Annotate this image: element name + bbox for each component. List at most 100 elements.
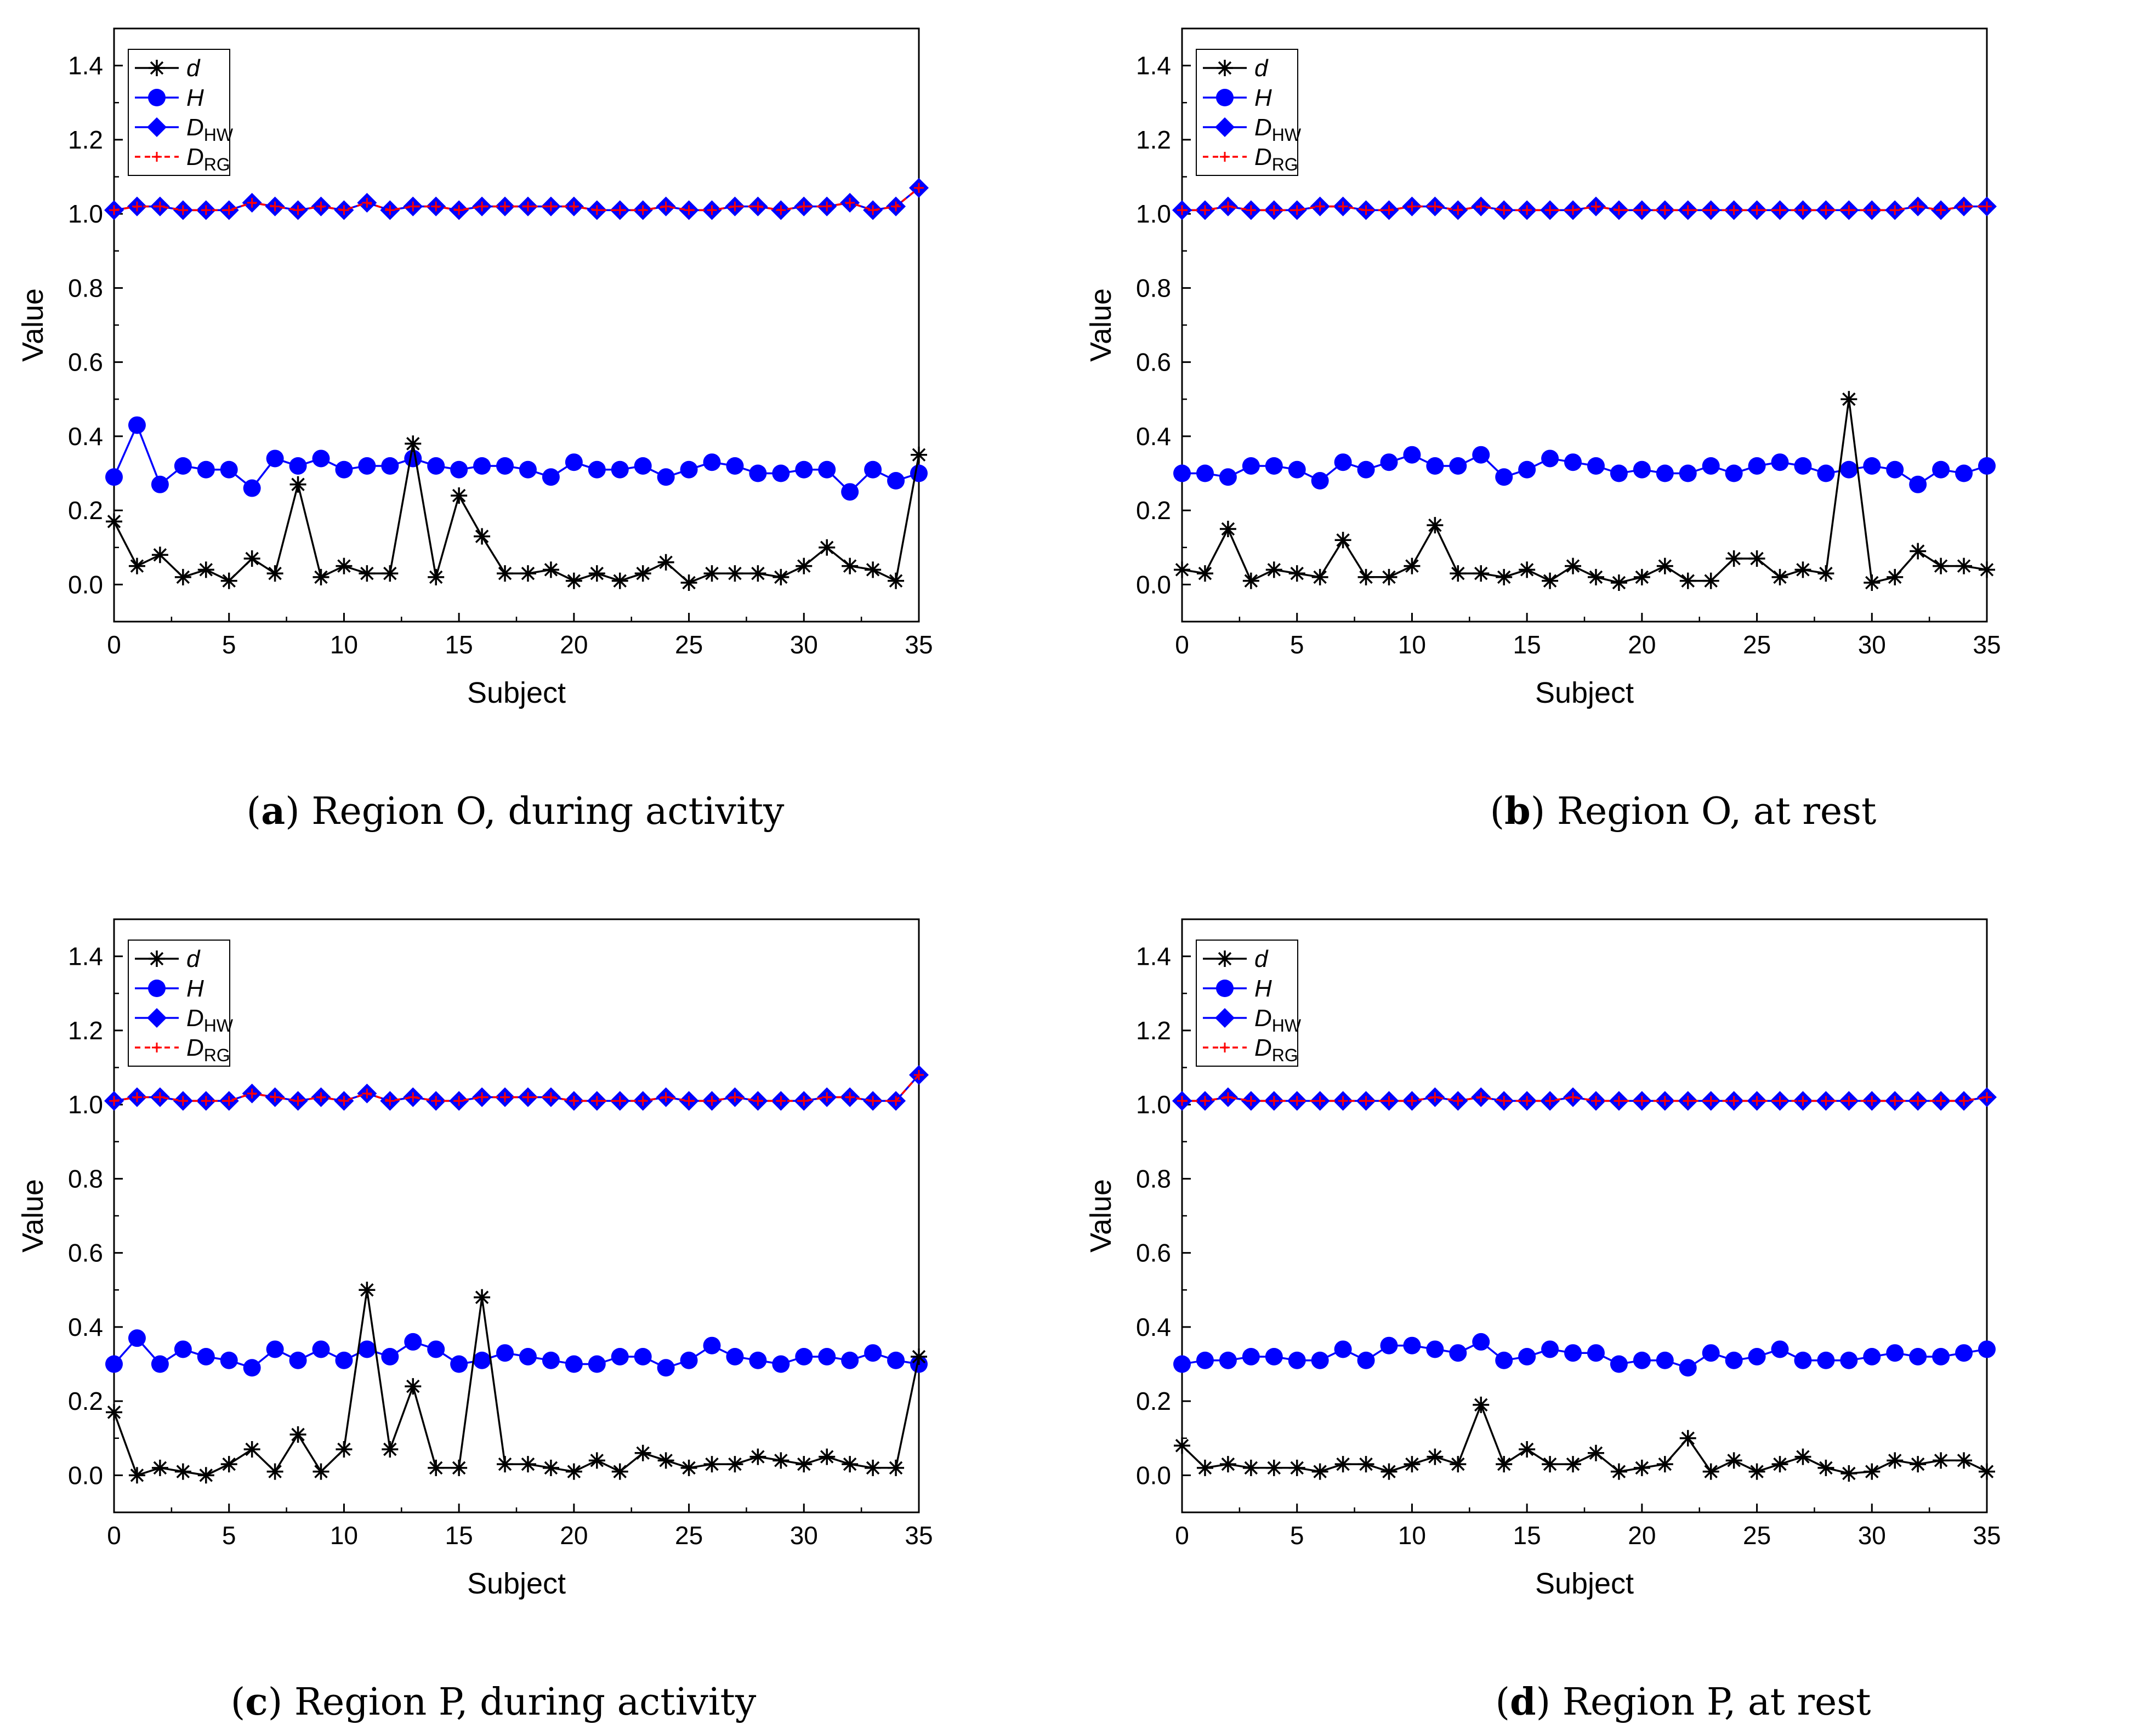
- data-point: [128, 557, 145, 574]
- data-point: [1587, 1344, 1605, 1362]
- data-point: [795, 1347, 813, 1365]
- data-point: [519, 1347, 537, 1365]
- x-tick-label: 10: [330, 1521, 358, 1550]
- data-point: [270, 1092, 280, 1102]
- data-point: [1338, 201, 1348, 212]
- data-point: [1265, 457, 1283, 475]
- data-point: [796, 1456, 813, 1473]
- data-point: [289, 476, 306, 493]
- data-point: [703, 453, 721, 471]
- x-tick-label: 5: [222, 1521, 236, 1550]
- data-point: [703, 1456, 720, 1473]
- data-point: [1311, 1351, 1329, 1369]
- data-point: [247, 197, 257, 208]
- data-point: [1817, 1459, 1834, 1476]
- data-point: [289, 457, 307, 475]
- data-point: [661, 201, 671, 212]
- data-point: [864, 1344, 882, 1362]
- data-point: [151, 1355, 169, 1373]
- data-point: [362, 197, 372, 208]
- x-tick-label: 10: [330, 630, 358, 659]
- data-point: [749, 565, 766, 582]
- y-tick-label: 1.2: [68, 1016, 103, 1045]
- data-point: [638, 205, 648, 215]
- data-point: [427, 1340, 445, 1358]
- y-tick-label: 1.4: [68, 942, 103, 971]
- data-point: [1725, 1351, 1743, 1369]
- data-point: [1311, 472, 1329, 490]
- data-point: [1771, 1456, 1788, 1473]
- data-point: [845, 1092, 855, 1102]
- legend-marker: [152, 1043, 162, 1052]
- x-tick-label: 35: [905, 630, 933, 659]
- data-point: [293, 1096, 303, 1106]
- y-axis-label: Value: [16, 1179, 49, 1253]
- x-tick-label: 15: [445, 630, 473, 659]
- panel-caption-text: Region O, at rest: [1556, 790, 1877, 833]
- data-point: [1702, 572, 1719, 589]
- data-point: [1587, 1444, 1604, 1461]
- data-point: [496, 457, 514, 475]
- data-point: [776, 1096, 786, 1106]
- data-point: [1522, 1096, 1532, 1106]
- data-point: [1656, 464, 1674, 482]
- y-tick-label: 0.8: [68, 274, 103, 302]
- legend-marker: [1220, 152, 1230, 162]
- y-tick-label: 0.0: [1136, 1461, 1171, 1489]
- data-point: [1246, 205, 1256, 215]
- data-point: [1269, 205, 1279, 215]
- data-point: [1518, 1347, 1536, 1365]
- y-tick-label: 0.0: [68, 1461, 103, 1489]
- data-point: [1590, 1096, 1601, 1106]
- data-point: [405, 435, 422, 452]
- data-point: [1476, 1092, 1486, 1102]
- data-point: [1840, 1351, 1858, 1369]
- data-point: [1794, 1448, 1811, 1465]
- data-point: [865, 1459, 882, 1476]
- data-point: [842, 1456, 859, 1473]
- data-point: [1910, 1456, 1927, 1473]
- data-point: [1311, 1463, 1328, 1480]
- data-point: [220, 572, 237, 589]
- data-point: [1610, 464, 1628, 482]
- data-point: [270, 201, 280, 212]
- plot-panel-b: 0.0 0.2 0.4 0.6 0.8 1.0 1.2 1.4 0 5 10 15 20 25 30 35 Su…: [1084, 27, 2001, 709]
- data-point: [1729, 1096, 1739, 1106]
- data-point: [1886, 460, 1904, 479]
- data-point: [1196, 1459, 1213, 1476]
- data-point: [1403, 1336, 1421, 1354]
- data-point: [749, 464, 767, 482]
- data-point: [404, 449, 422, 468]
- data-point: [1473, 1396, 1490, 1413]
- data-point: [592, 205, 602, 215]
- data-point: [1430, 1092, 1440, 1102]
- data-point: [174, 457, 192, 475]
- data-point: [496, 1344, 514, 1362]
- data-point: [542, 1459, 559, 1476]
- data-point: [1614, 1096, 1624, 1106]
- plot-frame: [1181, 918, 1988, 1513]
- data-point: [1496, 1456, 1513, 1473]
- data-point: [382, 565, 399, 582]
- data-point: [1840, 1465, 1857, 1482]
- y-tick-label: 0.4: [68, 422, 103, 451]
- data-point: [868, 1096, 878, 1106]
- data-point: [1242, 1347, 1260, 1365]
- data-point: [1242, 457, 1260, 475]
- data-point: [1334, 1456, 1351, 1473]
- data-point: [730, 201, 740, 212]
- data-point: [201, 205, 211, 215]
- data-point: [1979, 1463, 1995, 1480]
- data-point: [174, 568, 191, 585]
- data-point: [1955, 1344, 1973, 1362]
- data-point: [1679, 464, 1697, 482]
- data-point: [1453, 205, 1463, 215]
- data-point: [522, 1092, 533, 1102]
- data-point: [888, 1459, 905, 1476]
- data-point: [1499, 205, 1509, 215]
- data-point: [565, 572, 582, 589]
- data-point: [224, 205, 234, 215]
- data-point: [1242, 572, 1259, 589]
- panel-letter: a: [261, 789, 286, 833]
- data-point: [914, 1070, 924, 1080]
